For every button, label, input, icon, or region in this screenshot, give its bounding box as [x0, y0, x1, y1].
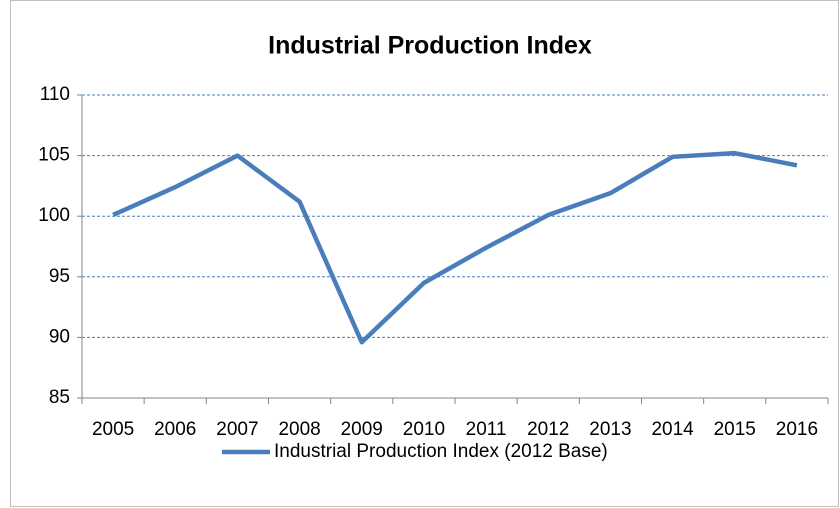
x-tick-label: 2015	[714, 419, 756, 440]
y-tick-label: 105	[38, 145, 70, 166]
x-tick-label: 2005	[92, 419, 134, 440]
x-tick-label: 2011	[466, 419, 507, 440]
x-tick-label: 2010	[403, 419, 445, 440]
y-tick-label: 100	[38, 205, 70, 226]
x-tick-label: 2012	[527, 419, 569, 440]
x-tick-label: 2014	[651, 419, 694, 440]
x-tick-label: 2008	[278, 419, 320, 440]
y-tick-label: 90	[49, 326, 70, 347]
chart-frame	[10, 0, 839, 507]
x-tick-label: 2013	[589, 419, 631, 440]
x-tick-label: 2006	[154, 419, 196, 440]
x-tick-label: 2007	[216, 419, 258, 440]
data-line	[112, 150, 798, 345]
chart-title: Industrial Production Index	[268, 32, 592, 60]
legend-label: Industrial Production Index (2012 Base)	[274, 441, 608, 462]
y-tick-label: 85	[49, 387, 70, 408]
x-tick-label: 2009	[341, 419, 383, 440]
y-tick-label: 95	[49, 266, 70, 287]
x-tick-label: 2016	[776, 419, 818, 440]
y-tick-label: 110	[40, 84, 70, 105]
